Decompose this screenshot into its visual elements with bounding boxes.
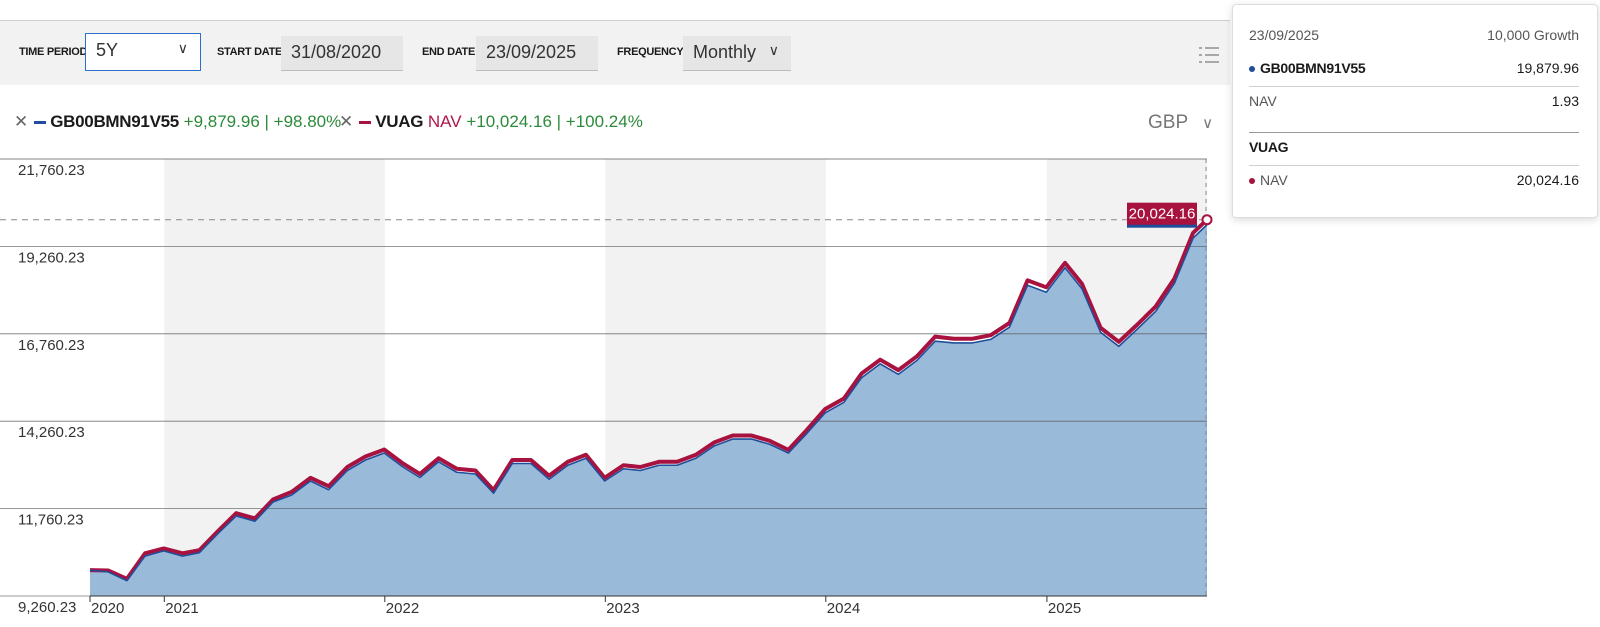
tooltip-s1-name: GB00BMN91V55 <box>1260 60 1366 76</box>
legend-series-2: ✕ VUAG NAV +10,024.16 | +100.24% <box>339 112 643 132</box>
time-period-select[interactable]: 5Y ∨ <box>85 33 201 71</box>
frequency-select[interactable]: Monthly ∨ <box>683 36 791 71</box>
tooltip-s1-nav-label: NAV <box>1249 93 1277 109</box>
series-2-dot <box>1249 178 1255 185</box>
series-line-vuag <box>89 218 1209 581</box>
x-tick-label: 2020 <box>91 600 124 617</box>
time-period-label: TIME PERIOD <box>19 46 88 58</box>
y-tick-label: 16,760.23 <box>18 337 85 354</box>
x-tick-label: 2023 <box>606 600 639 617</box>
chevron-down-icon: ∨ <box>768 42 779 58</box>
remove-series-1-close-icon[interactable]: ✕ <box>14 112 29 131</box>
tooltip-s2-nav-value: 20,024.16 <box>1516 172 1579 188</box>
legend-series-1: ✕ GB00BMN91V55 +9,879.96 | +98.80% <box>14 112 341 132</box>
end-date-label: END DATE <box>422 46 476 58</box>
list-view-icon[interactable] <box>1198 44 1220 66</box>
series-2-name: VUAG <box>375 112 424 131</box>
series-1-separator: | <box>264 112 269 131</box>
x-tick-label: 2021 <box>165 600 198 617</box>
currency-select[interactable]: GBP ∨ <box>1148 112 1213 134</box>
start-date-label: START DATE <box>217 46 283 58</box>
series-1-change: +9,879.96 <box>183 112 260 131</box>
tooltip-s1-nav-value: 1.93 <box>1551 93 1579 109</box>
currency-value: GBP <box>1148 112 1189 133</box>
end-value-label-box <box>1127 202 1197 225</box>
series-2-pct: +100.24% <box>565 112 643 131</box>
tooltip-s2-nav-label: NAV <box>1260 172 1288 188</box>
tooltip-s2-name: VUAG <box>1249 139 1289 155</box>
series-area-fill <box>90 224 1207 596</box>
top-divider <box>0 20 1230 21</box>
frequency-label: FREQUENCY <box>617 46 684 58</box>
y-tick-label: 14,260.23 <box>18 424 85 441</box>
end-date-input[interactable]: 23/09/2025 <box>476 36 598 71</box>
x-tick-label: 2022 <box>386 600 419 617</box>
remove-series-2-close-icon[interactable]: ✕ <box>339 112 354 131</box>
tooltip-s1-value: 19,879.96 <box>1516 60 1579 76</box>
series-end-marker <box>1201 214 1213 226</box>
y-tick-label: 11,760.23 <box>18 512 84 529</box>
y-tick-label: 21,760.23 <box>18 162 85 179</box>
tooltip-date: 23/09/2025 <box>1249 27 1320 43</box>
series-2-swatch <box>359 121 372 125</box>
series-2-type: NAV <box>427 112 462 131</box>
end-date-value: 23/09/2025 <box>486 42 577 62</box>
series-line-gb00bmn91v55 <box>89 224 1208 582</box>
toolbar <box>0 21 1230 85</box>
series-1-name: GB00BMN91V55 <box>50 112 179 131</box>
start-date-input[interactable]: 31/08/2020 <box>281 36 403 71</box>
growth-chart[interactable]: 21,760.23 19,260.23 16,760.23 14,260.23 11,7… <box>0 150 1215 627</box>
series-1-swatch <box>34 121 47 125</box>
tooltip-divider <box>1249 86 1579 87</box>
x-tick-label: 2025 <box>1048 600 1081 617</box>
frequency-value: Monthly <box>693 42 757 62</box>
chevron-down-icon: ∨ <box>1202 115 1214 132</box>
start-date-value: 31/08/2020 <box>291 42 382 62</box>
tooltip-divider <box>1249 165 1579 166</box>
y-tick-label: 19,260.23 <box>18 249 85 266</box>
y-tick-label: 9,260.23 <box>18 599 76 616</box>
series-2-separator: | <box>556 112 562 131</box>
tooltip-panel: 23/09/2025 10,000 Growth GB00BMN91V55 19… <box>1232 4 1598 218</box>
tooltip-divider <box>1249 132 1579 133</box>
series-1-pct: +98.80% <box>273 112 342 131</box>
tooltip-header: 10,000 Growth <box>1487 27 1579 43</box>
time-period-value: 5Y <box>96 40 119 60</box>
end-value-label: 20,024.16 <box>1129 206 1196 223</box>
series-1-dot <box>1249 66 1255 73</box>
x-tick-label: 2024 <box>827 600 860 617</box>
chevron-down-icon: ∨ <box>177 40 188 56</box>
series-2-change: +10,024.16 <box>466 112 552 131</box>
